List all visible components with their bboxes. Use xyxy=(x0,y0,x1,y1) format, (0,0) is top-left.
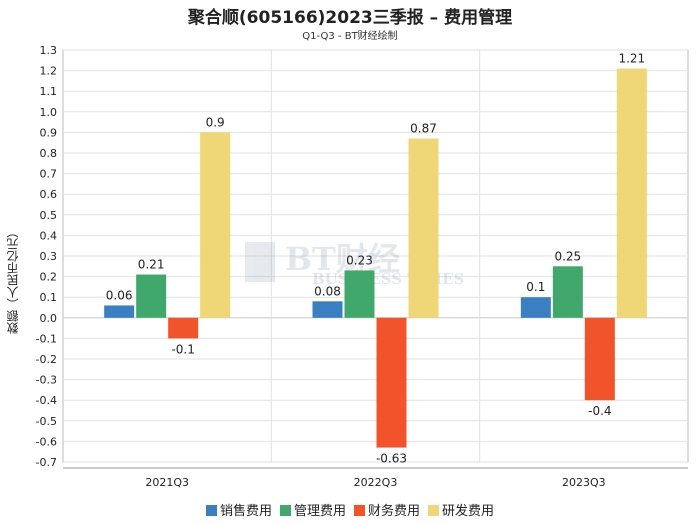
legend-label: 研发费用 xyxy=(442,504,495,519)
y-tick-label: 1.0 xyxy=(40,106,58,119)
y-tick-label: 0.8 xyxy=(40,147,58,160)
label-layer: 0.06 0.21 -0.1 0.9 0.08 0.23 -0.63 0.87 0.1 0.25 -… xyxy=(106,52,645,466)
bar-研发费用-2022Q3 xyxy=(408,138,439,318)
axis-layer: 1.31.21.11.00.90.80.70.60.50.40.30.20.10… xyxy=(36,44,688,489)
data-label: -0.1 xyxy=(171,342,194,356)
data-label: 0.21 xyxy=(138,258,165,272)
bar-管理费用-2022Q3 xyxy=(344,270,375,318)
legend-swatch xyxy=(428,505,440,516)
x-tick-label: 2023Q3 xyxy=(562,476,606,489)
y-tick-label: 0.4 xyxy=(40,229,58,242)
data-label: 0.25 xyxy=(554,249,581,263)
x-tick-label: 2021Q3 xyxy=(145,476,189,489)
data-label: 0.1 xyxy=(526,280,545,294)
legend-item: 财务费用 xyxy=(354,500,420,519)
y-tick-label: -0.3 xyxy=(36,374,57,387)
y-tick-label: 1.1 xyxy=(40,85,58,98)
bar-销售费用-2023Q3 xyxy=(520,297,551,318)
data-label: -0.63 xyxy=(376,452,407,466)
legend-item: 研发费用 xyxy=(428,500,494,519)
y-tick-label: -0.6 xyxy=(36,435,57,448)
legend-label: 管理费用 xyxy=(293,504,346,519)
legend: 销售费用 管理费用 财务费用 研发费用 xyxy=(0,500,700,519)
bar-chart: BT财经 BUSINESS TIMES 1.31.21.11.00.90.80.… xyxy=(36,44,689,489)
data-label: -0.4 xyxy=(588,404,611,418)
data-label: 0.87 xyxy=(410,122,437,136)
chart-title: 聚合顺(605166)2023三季报 – 费用管理 xyxy=(187,8,513,28)
y-tick-label: 0.3 xyxy=(40,250,58,263)
bar-layer xyxy=(104,68,647,448)
bar-管理费用-2021Q3 xyxy=(136,274,167,318)
bar-管理费用-2023Q3 xyxy=(552,266,583,318)
y-tick-label: -0.7 xyxy=(36,456,57,469)
bar-财务费用-2023Q3 xyxy=(584,317,615,401)
bar-销售费用-2022Q3 xyxy=(312,301,343,318)
y-tick-label: 0.6 xyxy=(40,188,58,201)
bar-研发费用-2021Q3 xyxy=(200,132,231,318)
bar-研发费用-2023Q3 xyxy=(616,68,647,318)
x-tick-label: 2022Q3 xyxy=(354,476,398,489)
data-label: 0.23 xyxy=(346,253,373,267)
bar-财务费用-2022Q3 xyxy=(376,317,407,448)
watermark-main: BT财经 xyxy=(285,240,400,278)
y-tick-label: -0.1 xyxy=(36,332,57,345)
legend-item: 销售费用 xyxy=(205,500,272,519)
grid-layer xyxy=(62,49,689,463)
y-tick-label: 0.0 xyxy=(40,312,58,325)
data-label: 0.08 xyxy=(314,284,341,298)
y-tick-label: -0.2 xyxy=(36,353,57,366)
y-tick-label: 1.2 xyxy=(40,65,58,78)
bar-销售费用-2021Q3 xyxy=(104,305,135,318)
y-tick-label: 0.2 xyxy=(40,271,58,284)
y-tick-label: -0.4 xyxy=(36,394,57,407)
y-tick-label: 0.9 xyxy=(40,126,58,139)
watermark-logo-icon xyxy=(245,242,275,282)
data-label: 1.21 xyxy=(618,52,645,66)
y-tick-label: 0.5 xyxy=(40,209,58,222)
bar-财务费用-2021Q3 xyxy=(168,317,199,339)
data-label: 0.9 xyxy=(206,115,225,129)
legend-swatch xyxy=(205,505,217,516)
chart-subtitle: Q1-Q3 - BT财经绘制 xyxy=(302,31,398,42)
y-tick-label: 1.3 xyxy=(40,44,58,57)
y-tick-label: -0.5 xyxy=(36,415,57,428)
y-tick-label: 0.1 xyxy=(40,291,58,304)
data-label: 0.06 xyxy=(106,288,133,302)
legend-swatch xyxy=(354,505,365,516)
legend-swatch xyxy=(279,505,291,516)
legend-item: 管理费用 xyxy=(279,500,346,519)
legend-label: 财务费用 xyxy=(368,504,421,519)
legend-label: 销售费用 xyxy=(219,504,272,519)
y-tick-label: 0.7 xyxy=(40,168,58,181)
